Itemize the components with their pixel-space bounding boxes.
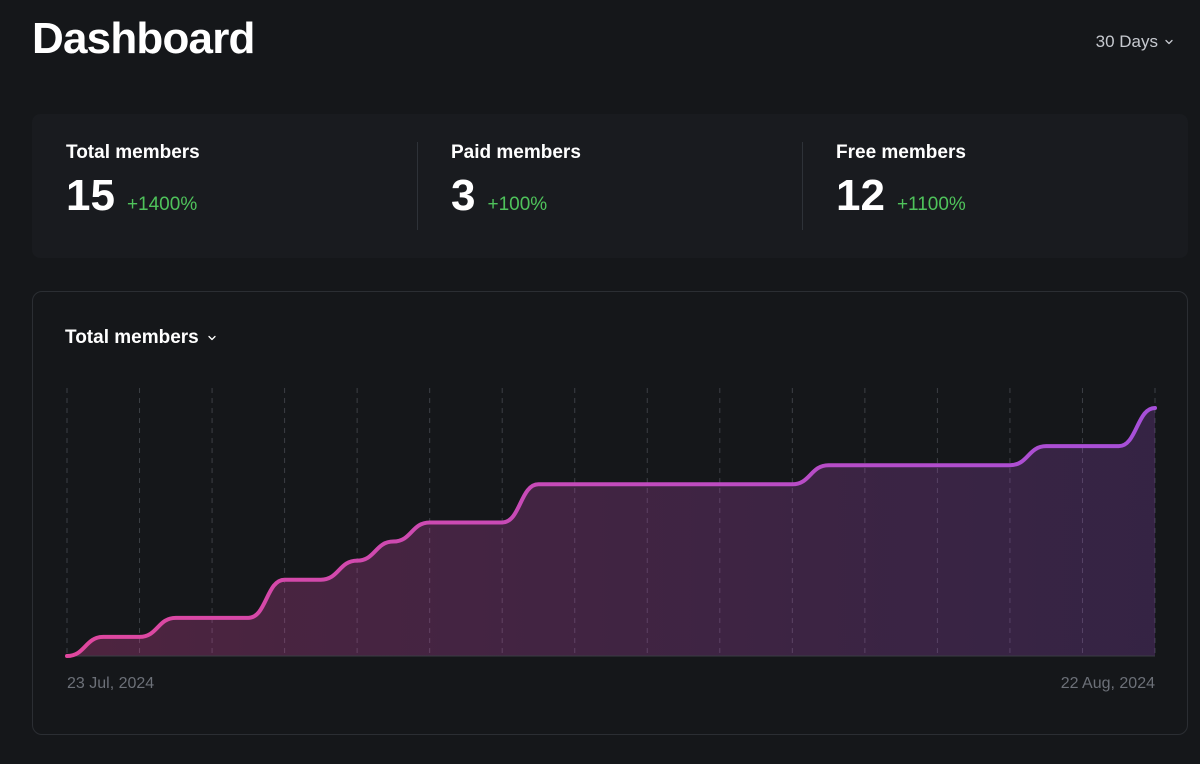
stat-value: 12 bbox=[836, 171, 885, 220]
chart-point[interactable] bbox=[827, 463, 831, 467]
chart-point[interactable] bbox=[536, 482, 540, 486]
chart-point[interactable] bbox=[138, 635, 142, 639]
chart-area-fill bbox=[67, 408, 1155, 656]
chevron-down-icon bbox=[1165, 39, 1173, 45]
chart-point[interactable] bbox=[391, 540, 395, 544]
chart-point[interactable] bbox=[174, 616, 178, 620]
stat-change: +1100% bbox=[896, 194, 966, 215]
chart-point[interactable] bbox=[210, 616, 214, 620]
chevron-down-icon bbox=[208, 335, 216, 341]
stat-free-members[interactable]: Free members 12 +1100% bbox=[836, 142, 1166, 218]
chart-point[interactable] bbox=[935, 463, 939, 467]
stat-value: 3 bbox=[451, 171, 476, 220]
chart-point[interactable] bbox=[1080, 444, 1084, 448]
chart-point[interactable] bbox=[101, 635, 105, 639]
chart-point[interactable] bbox=[319, 578, 323, 582]
chart-point[interactable] bbox=[65, 654, 69, 658]
chart-point[interactable] bbox=[355, 559, 359, 563]
chart-point[interactable] bbox=[682, 482, 686, 486]
chart-point[interactable] bbox=[428, 520, 432, 524]
chart-point[interactable] bbox=[790, 482, 794, 486]
chart-point[interactable] bbox=[1117, 444, 1121, 448]
chart-metric-dropdown[interactable]: Total members bbox=[65, 327, 217, 349]
stat-value: 15 bbox=[66, 171, 115, 220]
stat-change: +1400% bbox=[126, 194, 198, 215]
chart-point[interactable] bbox=[283, 578, 287, 582]
chart-metric-label: Total members bbox=[65, 327, 199, 348]
stat-divider bbox=[417, 142, 418, 230]
chart-point[interactable] bbox=[972, 463, 976, 467]
chart-card: Total members 23 Jul, 2024 22 Aug, 2024 bbox=[32, 291, 1188, 735]
stat-total-members[interactable]: Total members 15 +1400% bbox=[66, 142, 396, 218]
stat-change: +100% bbox=[487, 194, 548, 215]
stat-label: Free members bbox=[836, 142, 966, 163]
period-dropdown[interactable]: 30 Days bbox=[1096, 32, 1174, 52]
stat-divider bbox=[802, 142, 803, 230]
chart-series-line bbox=[65, 406, 1157, 658]
chart-point[interactable] bbox=[899, 463, 903, 467]
page-title: Dashboard bbox=[32, 14, 255, 63]
period-dropdown-label: 30 Days bbox=[1095, 32, 1158, 51]
stats-card: Total members 15 +1400% Paid members 3 +… bbox=[32, 114, 1188, 258]
x-axis-start-label: 23 Jul, 2024 bbox=[67, 675, 154, 692]
chart-point[interactable] bbox=[573, 482, 577, 486]
chart-point[interactable] bbox=[1008, 463, 1012, 467]
chart-point[interactable] bbox=[609, 482, 613, 486]
stat-label: Total members bbox=[66, 142, 200, 163]
chart-point[interactable] bbox=[500, 520, 504, 524]
members-area-chart[interactable]: 23 Jul, 2024 22 Aug, 2024 bbox=[33, 292, 1187, 734]
chart-point[interactable] bbox=[718, 482, 722, 486]
chart-point[interactable] bbox=[754, 482, 758, 486]
stat-paid-members[interactable]: Paid members 3 +100% bbox=[451, 142, 781, 218]
chart-point[interactable] bbox=[246, 616, 250, 620]
stat-label: Paid members bbox=[451, 142, 581, 163]
chart-point[interactable] bbox=[645, 482, 649, 486]
chart-point[interactable] bbox=[863, 463, 867, 467]
chart-point[interactable] bbox=[1044, 444, 1048, 448]
chart-point[interactable] bbox=[1153, 406, 1157, 410]
x-axis-end-label: 22 Aug, 2024 bbox=[1061, 675, 1155, 692]
chart-point[interactable] bbox=[464, 520, 468, 524]
